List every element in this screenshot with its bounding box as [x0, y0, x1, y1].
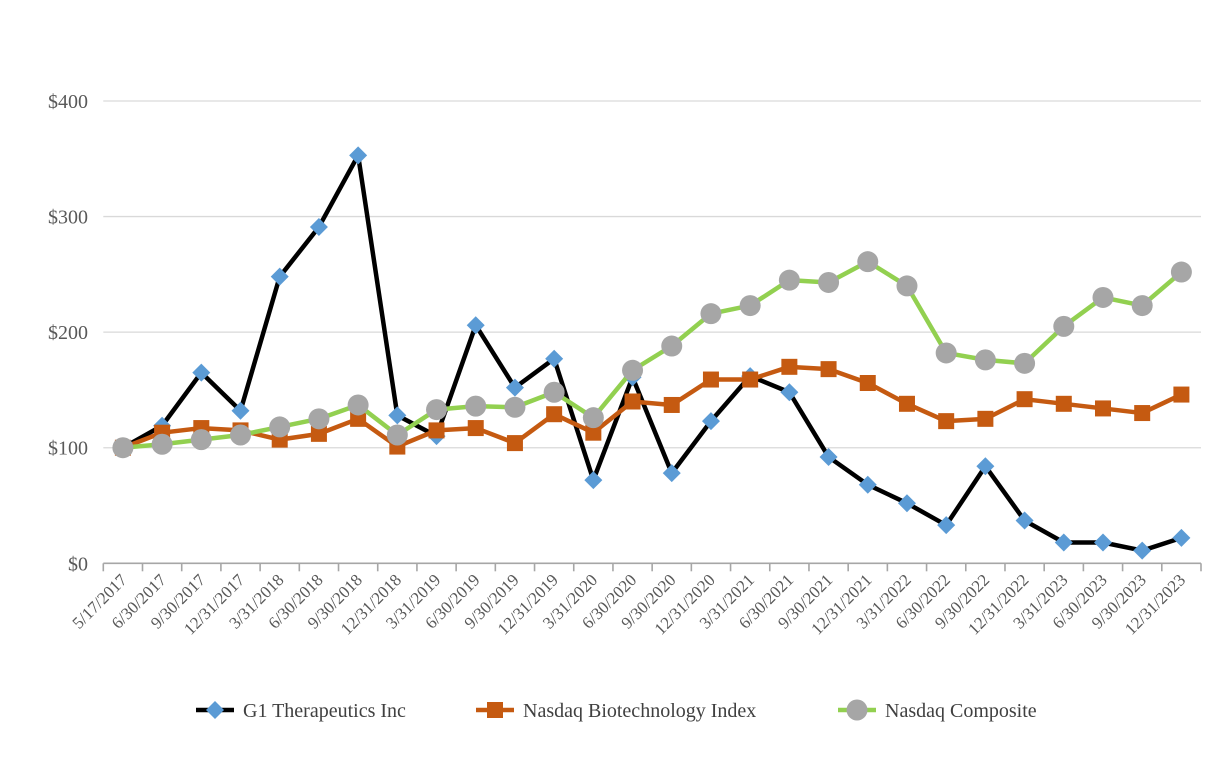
y-tick-label: $300: [48, 207, 88, 229]
x-axis-line: [102, 562, 1202, 572]
y-gridlines: [103, 100, 1201, 449]
y-axis-labels: $0 $100 $200 $300 $400: [48, 91, 88, 575]
x-axis-labels: 5/17/20176/30/20179/30/201712/31/20173/3…: [69, 570, 1190, 639]
legend-label: Nasdaq Biotechnology Index: [523, 700, 756, 722]
legend-label: Nasdaq Composite: [885, 700, 1037, 722]
y-tick-label: $200: [48, 322, 88, 344]
series-g1-therapeutics-inc: [113, 146, 1191, 560]
legend-item-nasdaq-composite: Nasdaq Composite: [838, 699, 1037, 722]
y-tick-label: $400: [48, 91, 88, 113]
series-nasdaq-biotechnology-index: [114, 358, 1190, 456]
legend-item-nasdaq-biotechnology-index: Nasdaq Biotechnology Index: [476, 700, 756, 722]
series-nasdaq-composite: [112, 251, 1192, 459]
legend: G1 Therapeutics Inc Nasdaq Biotechnology …: [196, 699, 1037, 722]
legend-label: G1 Therapeutics Inc: [243, 700, 406, 722]
y-tick-label: $0: [68, 553, 88, 575]
legend-item-g1-therapeutics-inc: G1 Therapeutics Inc: [196, 700, 406, 722]
y-tick-label: $100: [48, 438, 88, 460]
